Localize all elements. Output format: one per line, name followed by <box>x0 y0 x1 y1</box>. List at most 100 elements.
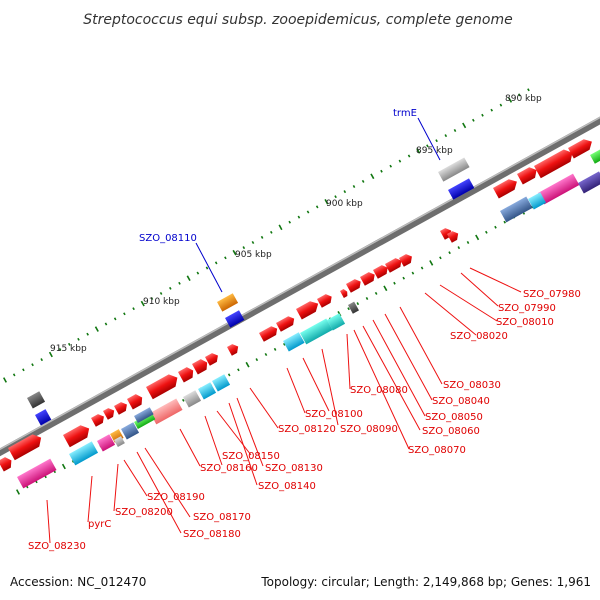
gene-pink-b[interactable] <box>97 434 116 452</box>
gene-trmE-upper[interactable] <box>438 157 470 182</box>
scale-tick <box>61 463 66 470</box>
gene-08230[interactable] <box>17 458 57 489</box>
scale-tick <box>48 351 53 358</box>
gene-08160[interactable] <box>146 371 181 400</box>
scale-tick <box>448 251 451 255</box>
scale-tick <box>508 97 513 103</box>
gene-green-edge[interactable] <box>590 149 600 164</box>
label-SZO_08190[interactable]: SZO_08190 <box>147 492 205 503</box>
label-SZO_08010[interactable]: SZO_08010 <box>496 317 554 328</box>
gene-red-f[interactable] <box>127 392 145 410</box>
scale-tick <box>499 103 503 107</box>
scale-tick <box>457 246 461 250</box>
label-SZO_08100[interactable]: SZO_08100 <box>305 409 363 420</box>
gene-08190[interactable] <box>114 400 129 415</box>
gene-small-red-3[interactable] <box>227 342 241 356</box>
gene-pyrC-upper[interactable] <box>63 422 93 448</box>
gene-08020[interactable] <box>568 136 595 159</box>
gene-08200[interactable] <box>91 412 106 427</box>
gene-red-b[interactable] <box>276 314 297 332</box>
gene-pink-right[interactable] <box>538 173 580 205</box>
gene-07990[interactable] <box>517 165 539 185</box>
label-SZO_08150[interactable]: SZO_08150 <box>222 451 280 462</box>
gene-08030[interactable] <box>346 277 363 293</box>
scale-tick <box>232 249 237 256</box>
scale-tick <box>398 159 402 163</box>
scale-tick <box>389 164 393 168</box>
gene-08170[interactable] <box>121 422 140 440</box>
label-SZO_08160[interactable]: SZO_08160 <box>200 463 258 474</box>
label-SZO_08180[interactable]: SZO_08180 <box>183 529 241 540</box>
gene-red-c[interactable] <box>192 357 210 375</box>
gene-08060[interactable] <box>385 256 404 273</box>
gene-gray-b[interactable] <box>114 436 125 447</box>
gene-08050[interactable] <box>373 263 390 279</box>
scale-tick <box>255 358 259 362</box>
gene-08110[interactable] <box>217 293 239 312</box>
gene-08110-lower[interactable] <box>225 310 245 328</box>
map-title: Streptococcus equi subsp. zooepidemicus,… <box>83 12 513 28</box>
label-SZO_07980[interactable]: SZO_07980 <box>523 289 581 300</box>
gene-07980[interactable] <box>493 176 520 199</box>
gene-teal-mid[interactable] <box>300 318 333 345</box>
gene-08230-upper[interactable] <box>8 432 45 461</box>
gene-red-d[interactable] <box>205 351 220 366</box>
label-SZO_08030[interactable]: SZO_08030 <box>443 380 501 391</box>
gene-08080[interactable] <box>348 301 359 314</box>
label-SZO_07990[interactable]: SZO_07990 <box>498 303 556 314</box>
gene-small-red-1[interactable] <box>440 226 454 240</box>
gene-pyrC[interactable] <box>69 441 99 466</box>
gene-cyan-right[interactable] <box>528 192 547 210</box>
label-SZO_08060[interactable]: SZO_08060 <box>422 426 480 437</box>
gene-red-left[interactable] <box>0 455 14 472</box>
gene-08120[interactable] <box>259 324 280 342</box>
label-trmE[interactable]: trmE <box>393 108 417 119</box>
gene-steel-b[interactable] <box>134 407 154 423</box>
label-SZO_08040[interactable]: SZO_08040 <box>432 396 490 407</box>
label-SZO_08120[interactable]: SZO_08120 <box>278 424 336 435</box>
gene-blue-left[interactable] <box>35 409 52 426</box>
gene-08090[interactable] <box>296 298 321 320</box>
label-SZO_08170[interactable]: SZO_08170 <box>193 512 251 523</box>
gene-08150[interactable] <box>178 365 196 383</box>
gene-gray-left[interactable] <box>27 391 46 409</box>
gene-green-b[interactable] <box>134 412 156 429</box>
gene-08040[interactable] <box>360 270 377 286</box>
gene-08130[interactable] <box>198 382 217 400</box>
scale-tick <box>242 246 246 250</box>
label-SZO_08200[interactable]: SZO_08200 <box>115 507 173 518</box>
label-SZO_08090[interactable]: SZO_08090 <box>340 424 398 435</box>
gene-08100[interactable] <box>317 292 334 308</box>
label-SZO_08070[interactable]: SZO_08070 <box>408 445 466 456</box>
gene-08140[interactable] <box>150 398 183 425</box>
gene-cyan-c[interactable] <box>212 374 231 392</box>
gene-red-e[interactable] <box>103 406 117 420</box>
scale-tick <box>420 266 424 270</box>
gene-trmE[interactable] <box>448 178 475 200</box>
scale-tick <box>426 144 429 148</box>
gene-small-red-2[interactable] <box>447 229 461 243</box>
scale-tick <box>245 361 250 368</box>
gene-tiny-red[interactable] <box>340 288 349 298</box>
label-SZO_08130[interactable]: SZO_08130 <box>265 463 323 474</box>
scale-tick <box>182 398 185 402</box>
gene-cyan-mid2[interactable] <box>283 332 305 352</box>
label-pyrC[interactable]: pyrC <box>88 519 111 530</box>
gene-steel-right[interactable] <box>499 196 533 223</box>
gene-08010[interactable] <box>534 147 576 179</box>
gene-cyan-mid[interactable] <box>327 313 346 331</box>
scale-tick <box>475 234 480 241</box>
gene-navy-right[interactable] <box>578 171 600 194</box>
gene-gray-mid[interactable] <box>183 390 202 408</box>
label-SZO_08230[interactable]: SZO_08230 <box>28 541 86 552</box>
label-SZO_08050[interactable]: SZO_08050 <box>425 412 483 423</box>
gene-08070[interactable] <box>399 252 414 267</box>
label-SZO_08140[interactable]: SZO_08140 <box>258 481 316 492</box>
label-SZO_08080[interactable]: SZO_08080 <box>350 385 408 396</box>
scale-tick <box>40 358 44 362</box>
scale-tick <box>444 134 448 138</box>
label-SZO_08020[interactable]: SZO_08020 <box>450 331 508 342</box>
label-SZO_08110[interactable]: SZO_08110 <box>139 233 197 244</box>
accession-text: Accession: NC_012470 <box>10 575 146 589</box>
